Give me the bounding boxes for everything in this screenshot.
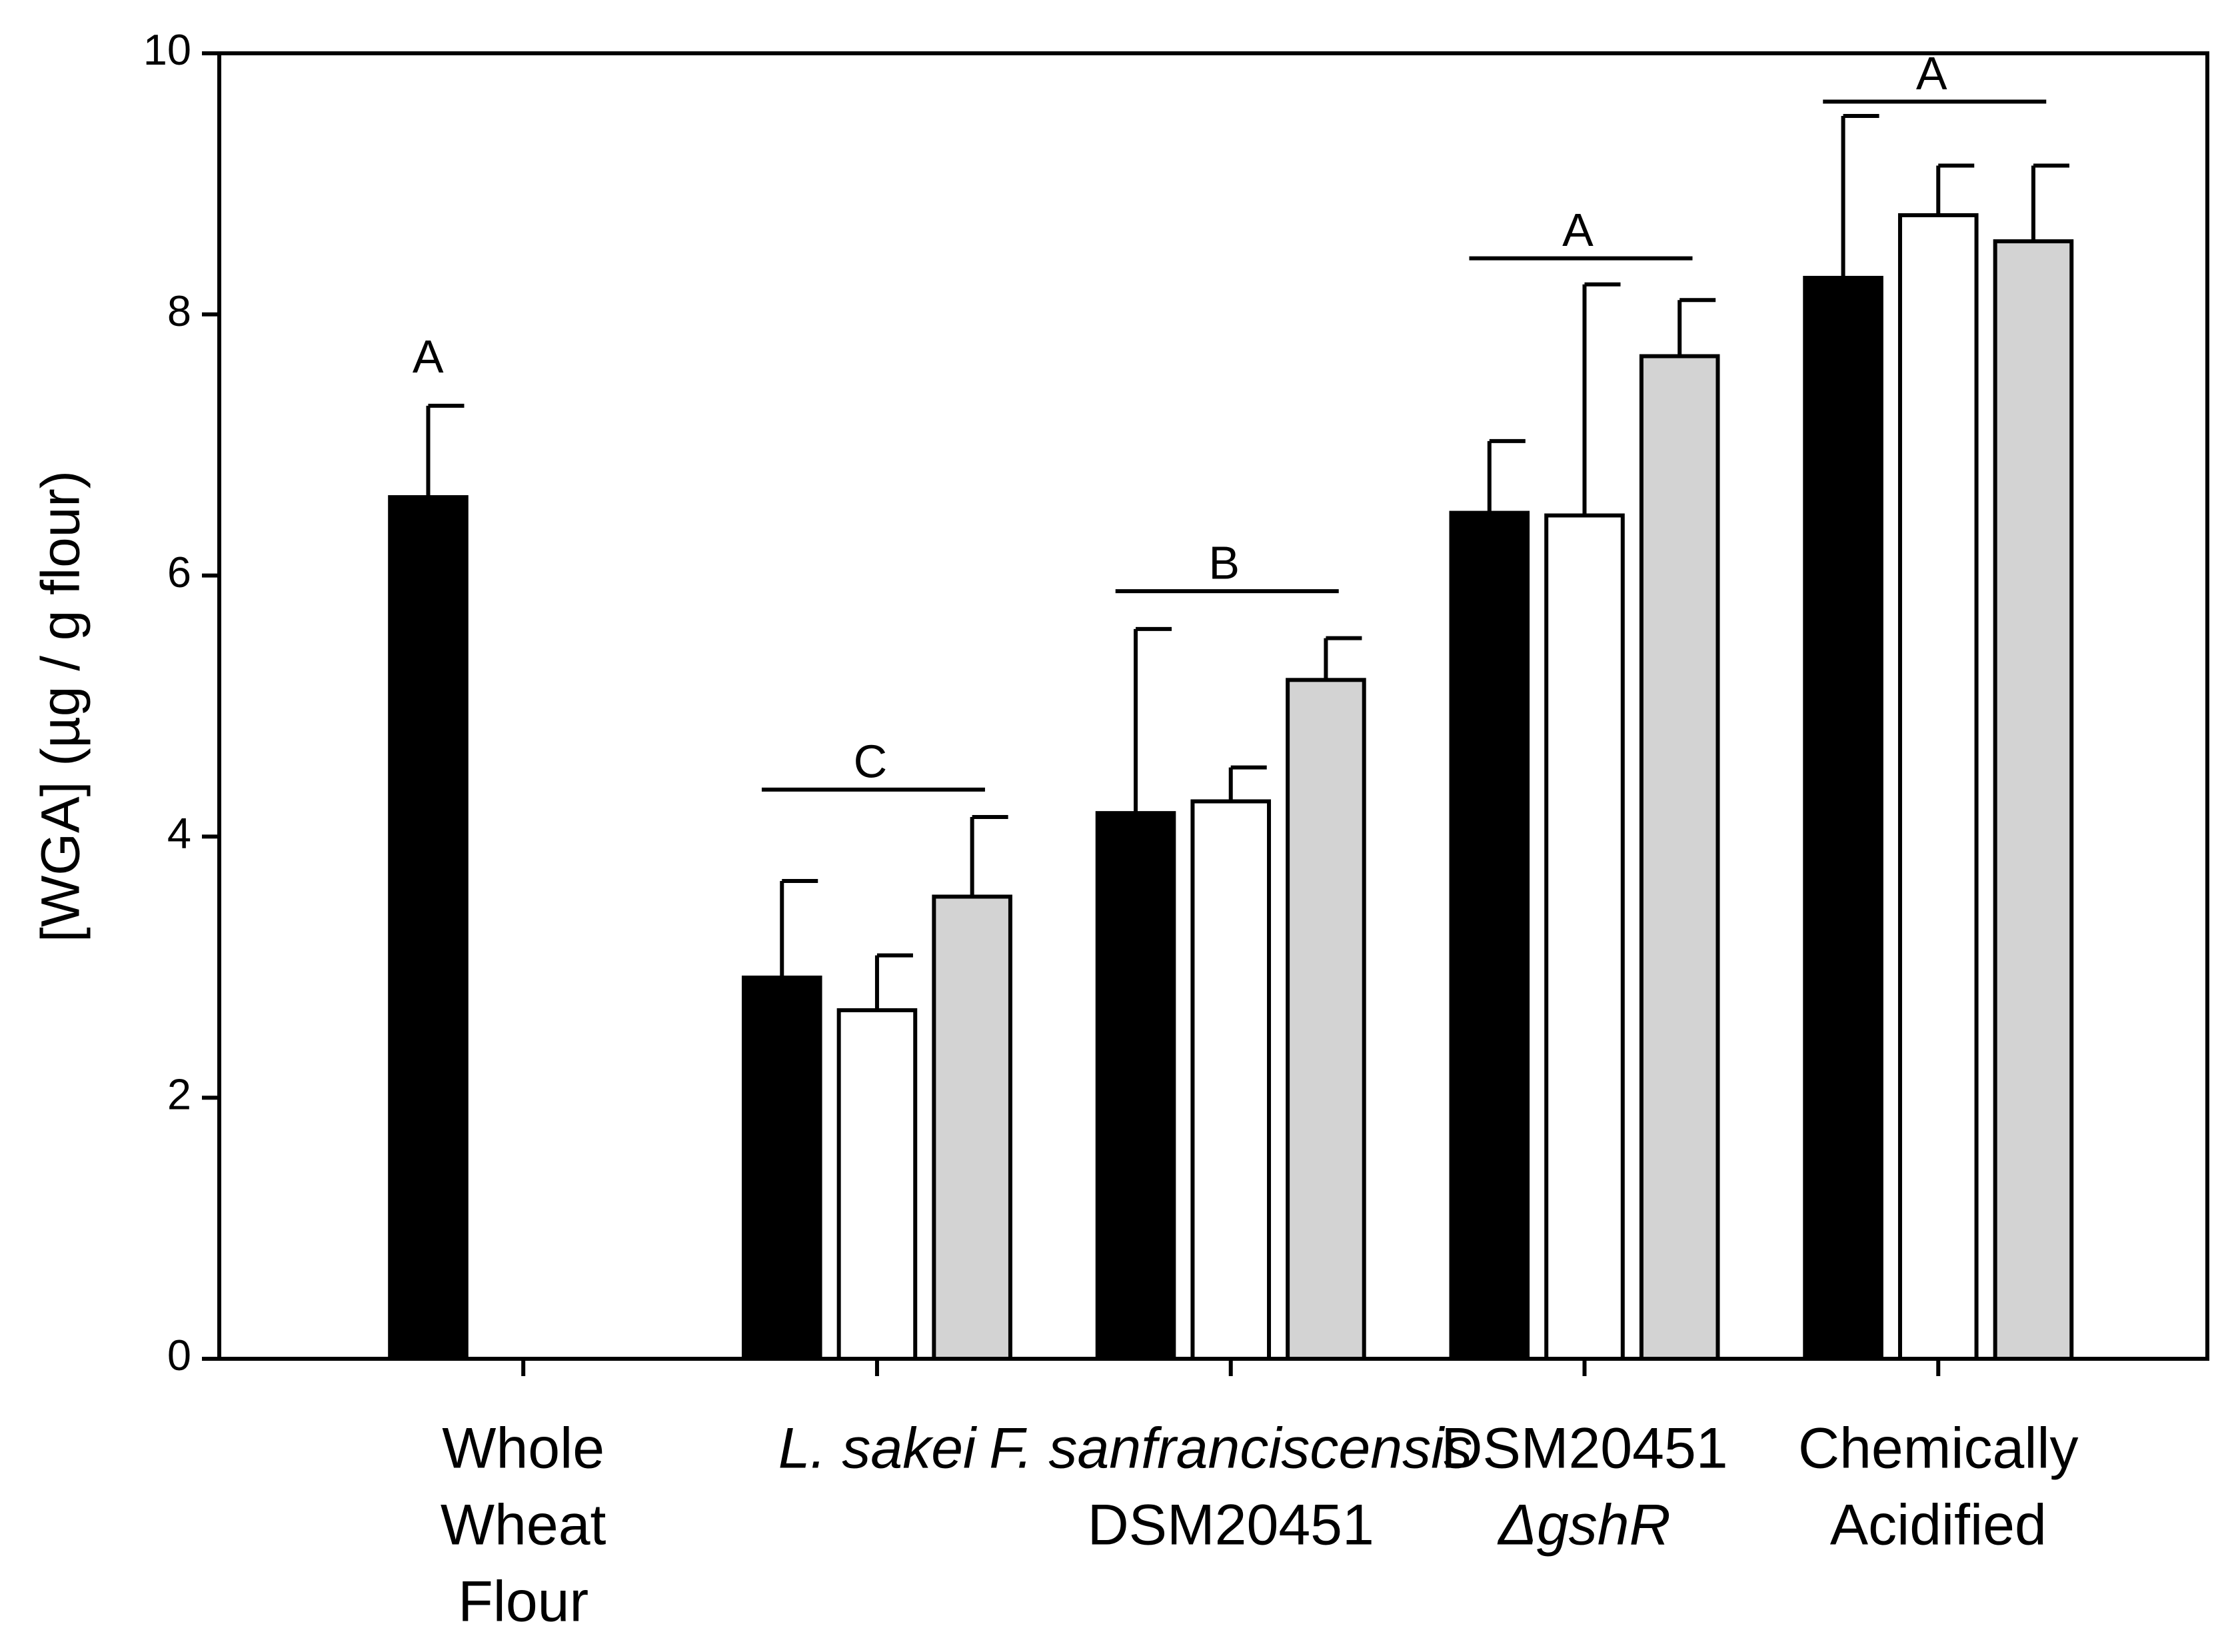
bar [1544,513,1625,1361]
y-tick-label: 4 [167,809,191,858]
significance-letter: C [854,735,888,787]
bar [1993,239,2074,1361]
y-tick-label: 8 [167,287,191,335]
x-tick-label: Whole [442,1417,604,1481]
x-tick-label: DSM20451 [1441,1417,1727,1481]
y-tick-label: 0 [167,1331,191,1379]
x-tick-label: DSM20451 [1088,1493,1374,1557]
bar [1803,275,1883,1361]
bar [1095,811,1176,1361]
x-tick-label: Acidified [1830,1493,2047,1557]
x-tick-label: Wheat [441,1493,606,1557]
significance-letter: A [413,331,444,383]
bar [741,975,822,1361]
y-tick-label: 2 [167,1070,191,1118]
x-tick-label: ΔgshR [1497,1493,1670,1557]
bar [1190,799,1272,1361]
bar [1449,510,1530,1361]
bar [1897,213,1979,1361]
bar [932,894,1012,1361]
bar [388,495,469,1361]
significance-letter: B [1208,537,1240,589]
y-axis-label: [WGA] (µg / g flour) [31,470,91,942]
significance-letter: A [1916,47,1947,99]
significance-letter: A [1562,204,1594,256]
y-tick-label: 10 [143,25,191,74]
bar [1286,678,1366,1361]
bar [836,1008,918,1361]
plot-frame [217,51,2209,1361]
bar [1639,354,1720,1361]
x-tick-label: Chemically [1798,1417,2079,1481]
x-tick-label: Flour [458,1570,588,1634]
x-tick-label: F. sanfranciscensis [989,1417,1472,1481]
x-tick-label: L. sakei [778,1417,978,1481]
y-tick-label: 6 [167,548,191,596]
